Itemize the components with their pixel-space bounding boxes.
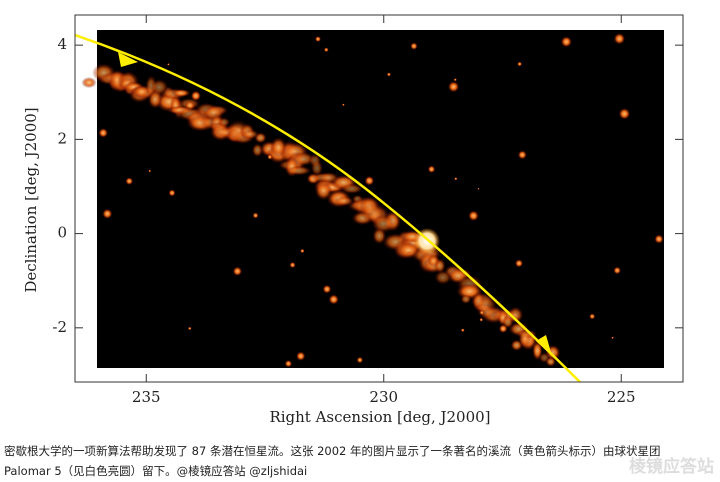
field-source: [613, 32, 626, 45]
field-source: [167, 63, 170, 66]
stream-blob: [371, 214, 396, 234]
field-source: [342, 103, 345, 107]
field-source: [386, 72, 392, 77]
field-source: [190, 90, 202, 102]
field-source: [479, 310, 485, 315]
field-source: [356, 356, 364, 364]
stream-blob: [147, 90, 163, 109]
y-tick-label: 0: [57, 224, 67, 242]
stream-blob: [434, 258, 446, 274]
field-source: [322, 284, 332, 294]
x-tick-label: 225: [607, 388, 636, 406]
stream-blob: [518, 329, 531, 348]
field-source: [454, 177, 458, 181]
stream-blob: [340, 183, 364, 194]
field-source: [284, 359, 293, 368]
field-source: [517, 61, 523, 67]
field-source: [447, 81, 460, 93]
field-source: [407, 251, 411, 255]
stream-blob: [133, 85, 150, 98]
field-source: [314, 36, 321, 43]
stream-blob: [218, 117, 230, 128]
stream-blob: [334, 196, 355, 206]
field-source: [514, 259, 524, 268]
field-source: [468, 210, 479, 222]
field-source: [477, 187, 480, 190]
field-source: [613, 266, 622, 275]
field-source: [98, 128, 109, 138]
y-tick-label: 2: [57, 129, 67, 147]
stream-blob: [460, 294, 472, 304]
y-tick-label: 4: [57, 35, 67, 53]
stream-arrow: [75, 33, 582, 382]
field-source: [618, 107, 631, 120]
x-tick-label: 235: [132, 388, 161, 406]
chart: Right Ascension [deg, J2000] Declination…: [22, 14, 684, 426]
field-source: [267, 154, 273, 160]
stream-blob: [285, 165, 312, 176]
field-source: [654, 234, 664, 244]
x-axis-label: Right Ascension [deg, J2000]: [269, 408, 490, 426]
field-source: [232, 266, 243, 277]
field-source: [364, 175, 375, 186]
stream-blob: [545, 356, 556, 367]
field-source: [296, 351, 306, 361]
field-source: [427, 165, 436, 173]
stream-blob: [171, 89, 191, 98]
field-source: [289, 261, 296, 269]
field-source: [300, 248, 305, 254]
plot-frame: [74, 14, 684, 383]
field-source: [611, 336, 614, 339]
field-source: [410, 42, 418, 50]
field-source: [498, 324, 508, 334]
stream-blob: [241, 129, 260, 139]
field-source: [560, 36, 572, 48]
field-source: [589, 313, 596, 320]
stream-blob: [81, 77, 97, 89]
stream-image: [81, 32, 664, 368]
field-source: [453, 78, 457, 82]
y-axis-label: Declination [deg, J2000]: [22, 107, 40, 292]
field-source: [148, 169, 152, 173]
field-source: [102, 208, 113, 219]
caption: 密歇根大学的一项新算法帮助发现了 87 条潜在恒星流。这张 2002 年的图片显…: [4, 444, 661, 478]
stream-blob: [434, 270, 452, 285]
field-source: [168, 189, 176, 197]
field-source: [479, 317, 484, 322]
x-tick-label: 230: [369, 388, 398, 406]
stream-blob: [310, 159, 323, 177]
field-source: [125, 177, 134, 186]
field-source: [323, 47, 329, 53]
y-tick-label: -2: [52, 318, 67, 336]
watermark: 棱镜应答站: [629, 457, 714, 477]
field-source: [252, 212, 259, 219]
field-source: [517, 150, 527, 160]
field-source: [460, 328, 465, 333]
field-source: [187, 326, 192, 331]
field-source: [328, 294, 339, 305]
